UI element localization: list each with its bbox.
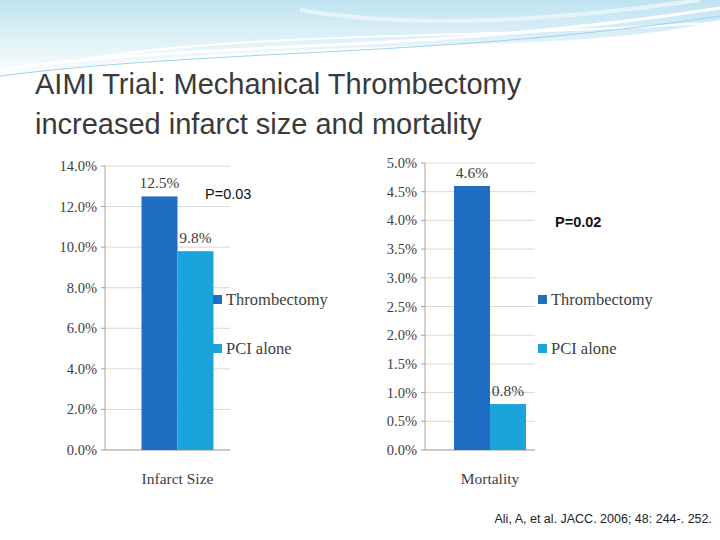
tick-label: 5.0% bbox=[387, 155, 417, 171]
tick-mark bbox=[101, 450, 105, 451]
tick-mark bbox=[101, 247, 105, 248]
annotation: P=0.03 bbox=[205, 186, 251, 202]
data-label: 9.8% bbox=[179, 229, 211, 246]
data-label: 0.8% bbox=[492, 382, 524, 399]
grid-line bbox=[105, 166, 230, 167]
tick-label: 2.0% bbox=[67, 401, 97, 417]
tick-mark bbox=[101, 287, 105, 288]
y-axis bbox=[105, 166, 106, 450]
legend-label: Thrombectomy bbox=[551, 290, 653, 309]
tick-mark bbox=[101, 409, 105, 410]
data-label: 4.6% bbox=[456, 164, 488, 181]
tick-mark bbox=[421, 392, 425, 393]
header-swoosh bbox=[300, 0, 700, 21]
bar bbox=[178, 251, 214, 450]
tick-mark bbox=[421, 306, 425, 307]
tick-label: 1.5% bbox=[387, 356, 417, 372]
tick-mark bbox=[101, 206, 105, 207]
slide: {"title": "AIMI Trial: Mechanical Thromb… bbox=[0, 0, 720, 540]
tick-mark bbox=[101, 166, 105, 167]
tick-mark bbox=[421, 249, 425, 250]
citation: Ali, A, et al. JACC. 2006; 48: 244-. 252… bbox=[495, 512, 713, 526]
header-swoosh bbox=[80, 22, 720, 60]
chart: 0.0% 2.0% 4.0% 6.0% 8.0% 10.0% 12.0% 14.0% 12.5%… bbox=[60, 158, 329, 487]
chart: 0.0% 0.5% 1.0% 1.5% 2.0% 2.5% 3.0% 3.5% 4.0% 4.5%… bbox=[387, 155, 654, 487]
tick-mark bbox=[421, 163, 425, 164]
bar bbox=[490, 404, 526, 450]
tick-label: 2.0% bbox=[387, 327, 417, 343]
tick-label: 0.0% bbox=[387, 442, 417, 458]
tick-mark bbox=[421, 421, 425, 422]
tick-label: 14.0% bbox=[60, 158, 97, 174]
legend-label: PCI alone bbox=[226, 339, 292, 358]
category-label: Infarct Size bbox=[142, 470, 214, 487]
legend-swatch bbox=[538, 295, 547, 304]
tick-mark bbox=[421, 277, 425, 278]
tick-label: 4.0% bbox=[67, 361, 97, 377]
slide-title: AIMI Trial: Mechanical Thrombectomy incr… bbox=[35, 64, 521, 144]
bar bbox=[454, 186, 490, 450]
tick-label: 2.5% bbox=[387, 299, 417, 315]
tick-mark bbox=[421, 335, 425, 336]
legend-swatch bbox=[538, 344, 547, 353]
tick-label: 0.5% bbox=[387, 413, 417, 429]
legend-swatch bbox=[213, 295, 222, 304]
tick-mark bbox=[421, 191, 425, 192]
tick-label: 6.0% bbox=[67, 320, 97, 336]
legend-label: Thrombectomy bbox=[226, 290, 328, 309]
data-labels: 4.6% 0.8% bbox=[456, 164, 524, 399]
tick-label: 8.0% bbox=[67, 280, 97, 296]
category-label: Mortality bbox=[461, 470, 520, 487]
tick-mark bbox=[421, 363, 425, 364]
bar bbox=[142, 196, 178, 450]
header-swoosh bbox=[0, 16, 720, 76]
tick-label: 4.0% bbox=[387, 212, 417, 228]
tick-label: 12.0% bbox=[60, 199, 97, 215]
tick-mark bbox=[421, 450, 425, 451]
header-band bbox=[0, 0, 720, 78]
legend-swatch bbox=[213, 344, 222, 353]
data-labels: 12.5% 9.8% bbox=[139, 174, 211, 246]
tick-label: 3.0% bbox=[387, 270, 417, 286]
tick-label: 3.5% bbox=[387, 241, 417, 257]
tick-mark bbox=[101, 328, 105, 329]
y-axis bbox=[425, 163, 426, 450]
tick-label: 0.0% bbox=[67, 442, 97, 458]
tick-label: 4.5% bbox=[387, 184, 417, 200]
annotation: P=0.02 bbox=[555, 214, 601, 230]
tick-label: 10.0% bbox=[60, 239, 97, 255]
tick-mark bbox=[421, 220, 425, 221]
tick-label: 1.0% bbox=[387, 385, 417, 401]
tick-mark bbox=[101, 368, 105, 369]
data-label: 12.5% bbox=[139, 174, 179, 191]
bars bbox=[142, 196, 214, 450]
legend-label: PCI alone bbox=[551, 339, 617, 358]
bars bbox=[454, 186, 526, 450]
